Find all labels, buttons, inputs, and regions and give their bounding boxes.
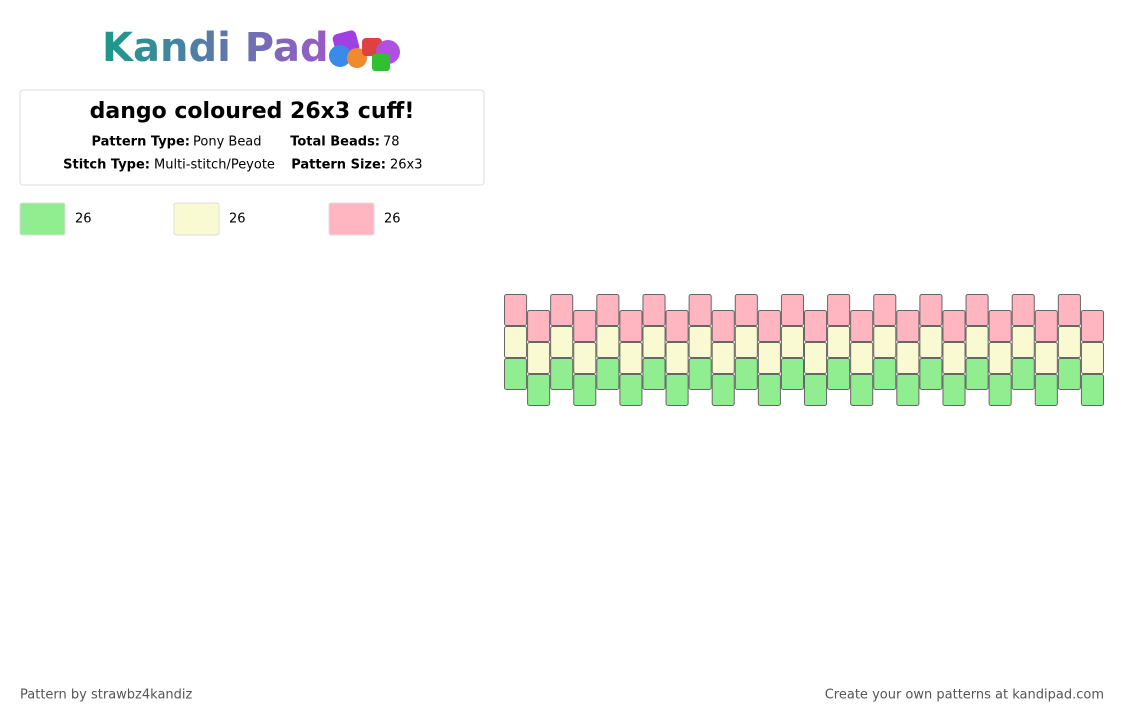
swatch	[173, 202, 220, 236]
bead	[896, 310, 920, 342]
detail-value: Multi-stitch/Peyote	[154, 158, 275, 173]
bead	[757, 310, 781, 342]
bead	[1034, 342, 1058, 374]
bead	[896, 374, 920, 406]
bead	[1011, 358, 1035, 390]
swatch-count: 26	[229, 212, 246, 227]
bead	[850, 310, 874, 342]
logo: Kandi Pad	[102, 25, 329, 71]
detail-value: 26x3	[390, 158, 423, 173]
bead	[550, 294, 574, 326]
bead	[942, 374, 966, 406]
bead	[550, 358, 574, 390]
bead	[1057, 294, 1081, 326]
bead	[619, 374, 643, 406]
info-box	[19, 89, 485, 186]
bead	[896, 342, 920, 374]
swatch-count: 26	[75, 212, 92, 227]
bead	[827, 294, 851, 326]
bead	[573, 374, 597, 406]
footer-right: Create your own patterns at kandipad.com	[825, 688, 1104, 703]
bead	[711, 342, 735, 374]
bead	[1080, 374, 1105, 406]
bead	[504, 326, 528, 358]
bead	[573, 342, 597, 374]
bead	[688, 358, 712, 390]
bead	[711, 310, 735, 342]
detail-label: Total Beads:	[290, 135, 380, 150]
bead	[988, 342, 1012, 374]
bead	[734, 294, 758, 326]
bead	[596, 326, 620, 358]
bead	[1080, 310, 1105, 342]
bead	[873, 294, 897, 326]
bead	[988, 310, 1012, 342]
bead	[804, 342, 828, 374]
bead	[965, 326, 989, 358]
bead	[850, 342, 874, 374]
bead	[711, 374, 735, 406]
bead	[919, 326, 943, 358]
swatch	[328, 202, 375, 236]
detail-value: Pony Bead	[193, 135, 262, 150]
bead	[596, 358, 620, 390]
bead	[780, 358, 805, 390]
bead	[619, 310, 643, 342]
footer-left: Pattern by strawbz4kandiz	[20, 688, 193, 703]
detail-value: 78	[383, 135, 400, 150]
logo-icon	[329, 30, 400, 71]
detail-label: Stitch Type:	[63, 158, 150, 173]
bead	[1080, 342, 1105, 374]
title: dango coloured 26x3 cuff!	[90, 99, 415, 124]
bead	[642, 358, 666, 390]
detail-label: Pattern Size:	[291, 158, 386, 173]
bead	[919, 358, 943, 390]
bead	[573, 310, 597, 342]
bead	[642, 294, 666, 326]
bead	[550, 326, 574, 358]
bead	[1011, 326, 1035, 358]
bead	[665, 342, 689, 374]
bead	[965, 358, 989, 390]
bead	[780, 294, 805, 326]
bead	[688, 294, 712, 326]
bead	[1011, 294, 1035, 326]
bead	[988, 374, 1012, 406]
bead	[1034, 374, 1058, 406]
bead	[665, 310, 689, 342]
bead	[804, 310, 828, 342]
bead	[1057, 358, 1081, 390]
bead	[504, 294, 528, 326]
swatch-count: 26	[384, 212, 401, 227]
bead	[873, 326, 897, 358]
detail-label: Pattern Type:	[91, 135, 190, 150]
bead	[850, 374, 874, 406]
bead	[688, 326, 712, 358]
bead	[665, 374, 689, 406]
bead	[757, 342, 781, 374]
bead	[942, 342, 966, 374]
bead	[804, 374, 828, 406]
bead	[596, 294, 620, 326]
bead	[504, 358, 528, 390]
bead	[942, 310, 966, 342]
swatch	[19, 202, 66, 236]
bead	[1034, 310, 1058, 342]
bead	[965, 294, 989, 326]
bead	[827, 326, 851, 358]
bead	[619, 342, 643, 374]
bead	[527, 310, 551, 342]
bead	[527, 342, 551, 374]
bead	[642, 326, 666, 358]
bead	[734, 358, 758, 390]
bead	[734, 326, 758, 358]
bead	[873, 358, 897, 390]
bead	[827, 358, 851, 390]
bead	[757, 374, 781, 406]
bead	[919, 294, 943, 326]
bead	[780, 326, 805, 358]
bead	[1057, 326, 1081, 358]
bead	[527, 374, 551, 406]
